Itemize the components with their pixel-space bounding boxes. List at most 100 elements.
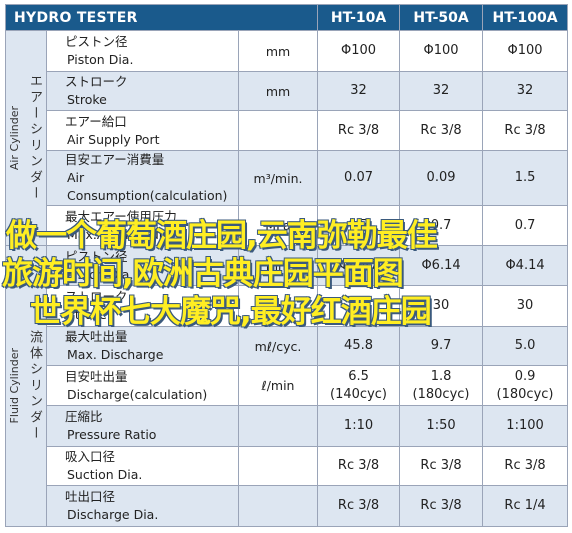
spec-unit: mm: [237, 30, 319, 72]
spec-value-text: Φ4.47: [338, 257, 379, 273]
spec-value-text: 32: [516, 83, 534, 98]
spec-value: Rc 3/8: [317, 446, 401, 486]
spec-unit: m³/min.: [237, 150, 319, 206]
spec-value: 0.7: [482, 205, 569, 246]
spec-value-text: Rc 3/8: [504, 458, 546, 473]
spec-value-text: Rc 3/8: [420, 122, 462, 138]
spec-value-text: Rc 3/8: [337, 498, 380, 513]
group-air-cylinder: Air Cylinder エアーシリンダー: [5, 30, 47, 246]
spec-value-text: 0.9: [514, 368, 536, 384]
spec-unit: [237, 110, 319, 151]
spec-unit: [237, 405, 319, 447]
model-header: HT-100A: [482, 4, 569, 31]
spec-value: 6.5 (140cyc): [317, 365, 401, 406]
spec-value-text: 32: [350, 83, 367, 98]
spec-value: Φ100: [399, 30, 484, 72]
spec-label-jp: 吸入口径: [65, 449, 116, 464]
spec-label-jp: ストローク: [65, 74, 128, 89]
spec-unit: [237, 446, 319, 486]
spec-value-text: 30: [432, 298, 450, 313]
spec-label: 最大エアー使用圧力 Max.Air Pressure: [46, 205, 239, 246]
model-header: HT-10A: [317, 4, 401, 31]
table-row: 圧縮比 Pressure Ratio 1:10 1:50 1:100: [6, 405, 569, 447]
spec-value: 0.7: [399, 205, 484, 246]
spec-label-en: Air Supply Port: [67, 131, 160, 147]
spec-label: 圧縮比 Pressure Ratio: [46, 405, 239, 447]
table-row: 吐出口径 Discharge Dia. Rc 3/8 Rc 3/8 Rc 1/4: [6, 485, 569, 527]
spec-label: 目安エアー消費量 Air Consumption(calculation): [46, 150, 239, 206]
spec-value-text: Rc 3/8: [337, 458, 380, 473]
spec-label: 最大吐出量 Max. Discharge: [46, 326, 239, 366]
spec-label: ピストン径 Piston Dia.: [46, 30, 239, 72]
spec-value-text: Rc 3/8: [420, 498, 462, 513]
spec-value: 1:50: [399, 405, 484, 447]
table-row: Air Cylinder エアーシリンダー ピストン径 Piston Dia. mm Φ1…: [5, 30, 569, 246]
spec-label-en: Discharge(calculation): [67, 386, 208, 402]
spec-value-text: 1.8: [430, 368, 452, 384]
spec-value-text: 0.7: [348, 217, 369, 233]
spec-label: 吸入口径 Suction Dia.: [46, 446, 239, 486]
spec-value: Rc 3/8: [399, 485, 484, 527]
spec-value: 5.0: [482, 326, 569, 366]
spec-value: 1.8 (180cyc): [399, 365, 484, 406]
table-row: 目安吐出量 Discharge(calculation) ℓ/min 6.5 (140c…: [6, 365, 569, 406]
spec-label-en: Discharge Dia.: [67, 507, 159, 522]
group-label-en: Fluid Cylinder: [8, 348, 21, 424]
group-label-jp: エアーシリンダー: [27, 74, 42, 202]
spec-value: Rc 3/8: [399, 110, 484, 151]
spec-value: Rc 3/8: [317, 110, 401, 151]
spec-value: Φ100: [482, 30, 569, 72]
spec-label-jp: エアー給口: [65, 113, 127, 129]
spec-value-text: (180cyc): [496, 386, 554, 402]
spec-value-text: Φ100: [341, 43, 377, 58]
spec-value-text: 45.8: [344, 338, 373, 353]
spec-label-en: Piston Dia.: [67, 52, 134, 67]
spec-label-en: Piston Dia.: [67, 266, 134, 282]
spec-value: 45.8: [317, 326, 401, 366]
spec-value-text: (180cyc): [412, 386, 470, 402]
spec-value: Rc 1/4: [482, 485, 569, 527]
spec-value: Φ4.14: [482, 245, 569, 286]
table-row: 最大吐出量 Max. Discharge mℓ/cyc. 45.8 9.7 5.0: [6, 326, 569, 366]
spec-value: Rc 3/8: [482, 446, 569, 486]
spec-value-text: 0.7: [514, 217, 536, 233]
spec-label-en: Air Consumption(calculation): [67, 170, 228, 203]
spec-value: 32: [399, 71, 484, 111]
spec-unit: MPa: [237, 205, 319, 246]
spec-label-jp: 吐出口径: [65, 489, 116, 504]
spec-value: 0.9 (180cyc): [482, 365, 569, 406]
spec-label-jp: 目安吐出量: [65, 368, 128, 384]
spec-value-text: Rc 3/8: [337, 122, 380, 138]
spec-unit: [237, 485, 319, 527]
spec-value-text: 1:10: [343, 418, 374, 433]
spec-label: 吐出口径 Discharge Dia.: [46, 485, 239, 527]
group-label-en: Air Cylinder: [8, 105, 21, 171]
spec-value-text: 30: [516, 298, 534, 313]
spec-value-text: Rc 1/4: [504, 498, 546, 513]
spec-value: 1:10: [317, 405, 401, 447]
table-row: ストローク Stroke mm 30 30 30: [6, 285, 569, 327]
spec-value: Rc 3/8: [482, 110, 569, 151]
spec-label-en: Stroke: [67, 307, 107, 322]
spec-value: 32: [317, 71, 401, 111]
spec-value: 30: [482, 285, 569, 327]
spec-table: HYDRO TESTER HT-10A HT-50A HT-100A Air C…: [4, 4, 569, 527]
spec-value-text: 0.7: [430, 217, 452, 233]
spec-value-text: 1:50: [426, 418, 456, 433]
spec-unit: mℓ/cyc.: [237, 326, 319, 366]
spec-value: 1.5: [482, 150, 569, 206]
spec-value: Rc 3/8: [317, 485, 401, 527]
spec-unit: mm: [237, 245, 319, 286]
spec-value: 9.7: [399, 326, 484, 366]
spec-value: 0.07: [317, 150, 401, 206]
spec-label-jp: 目安エアー消費量: [65, 152, 165, 167]
spec-value: 30: [399, 285, 484, 327]
group-label-jp: 流体シリンダー: [27, 330, 42, 442]
spec-value: 0.09: [399, 150, 484, 206]
spec-label: ストローク Stroke: [46, 71, 239, 111]
spec-value-text: Φ4.14: [505, 257, 545, 273]
spec-unit: mm: [237, 71, 319, 111]
spec-value-text: Φ6.14: [421, 257, 461, 273]
table-row: ストローク Stroke mm 32 32 32: [6, 71, 569, 111]
